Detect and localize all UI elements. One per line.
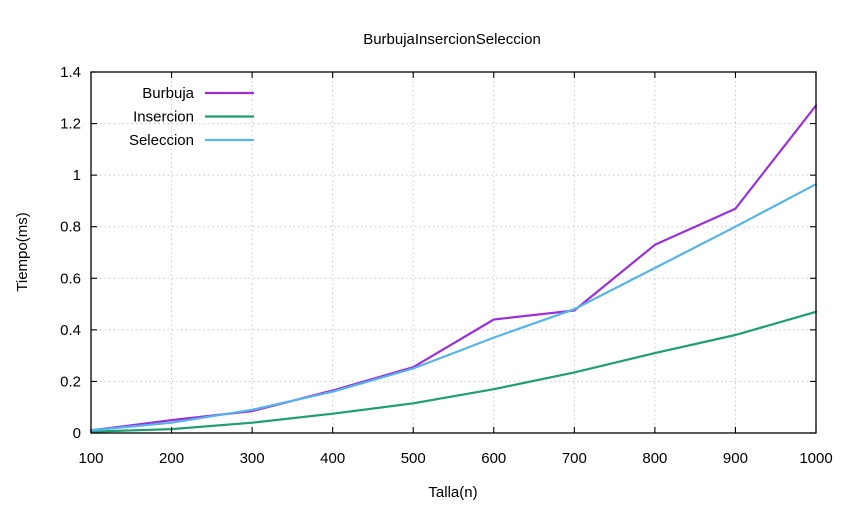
y-tick-label: 0.2 [60, 373, 81, 390]
x-tick-label: 500 [401, 450, 426, 467]
legend-label-seleccion: Seleccion [129, 132, 194, 149]
series-lines [89, 104, 818, 433]
y-axis-label: Tiempo(ms) [14, 212, 31, 291]
series-line-insercion [89, 310, 818, 433]
axis-ticks [90, 71, 817, 434]
x-tick-label: 300 [240, 450, 265, 467]
x-tick-label: 400 [320, 450, 345, 467]
x-tick-label: 900 [723, 450, 748, 467]
y-axis-tick-labels: 0 0.2 0.4 0.6 0.8 1 1.2 1.4 [60, 64, 81, 442]
legend: Burbuja Insercion Seleccion [129, 85, 254, 149]
grid [91, 72, 816, 433]
x-tick-label: 100 [78, 450, 103, 467]
y-tick-label: 0.6 [60, 270, 81, 287]
legend-label-insercion: Insercion [133, 109, 194, 126]
series-line-seleccion [89, 183, 818, 432]
y-tick-label: 1.4 [60, 64, 81, 81]
x-axis-tick-labels: 100 200 300 400 500 600 700 800 900 1000 [78, 450, 832, 467]
legend-label-burbuja: Burbuja [142, 85, 194, 102]
x-tick-label: 600 [481, 450, 506, 467]
x-axis-label: Talla(n) [428, 484, 477, 501]
y-tick-label: 1.2 [60, 116, 81, 133]
x-tick-label: 1000 [799, 450, 832, 467]
x-tick-label: 800 [642, 450, 667, 467]
y-tick-label: 0.8 [60, 219, 81, 236]
x-tick-label: 200 [159, 450, 184, 467]
plot-frame [90, 71, 817, 434]
y-tick-label: 0 [73, 425, 81, 442]
chart-title: BurbujaInsercionSeleccion [363, 31, 541, 48]
y-tick-label: 1 [73, 167, 81, 184]
x-tick-label: 700 [562, 450, 587, 467]
y-tick-label: 0.4 [60, 322, 81, 339]
